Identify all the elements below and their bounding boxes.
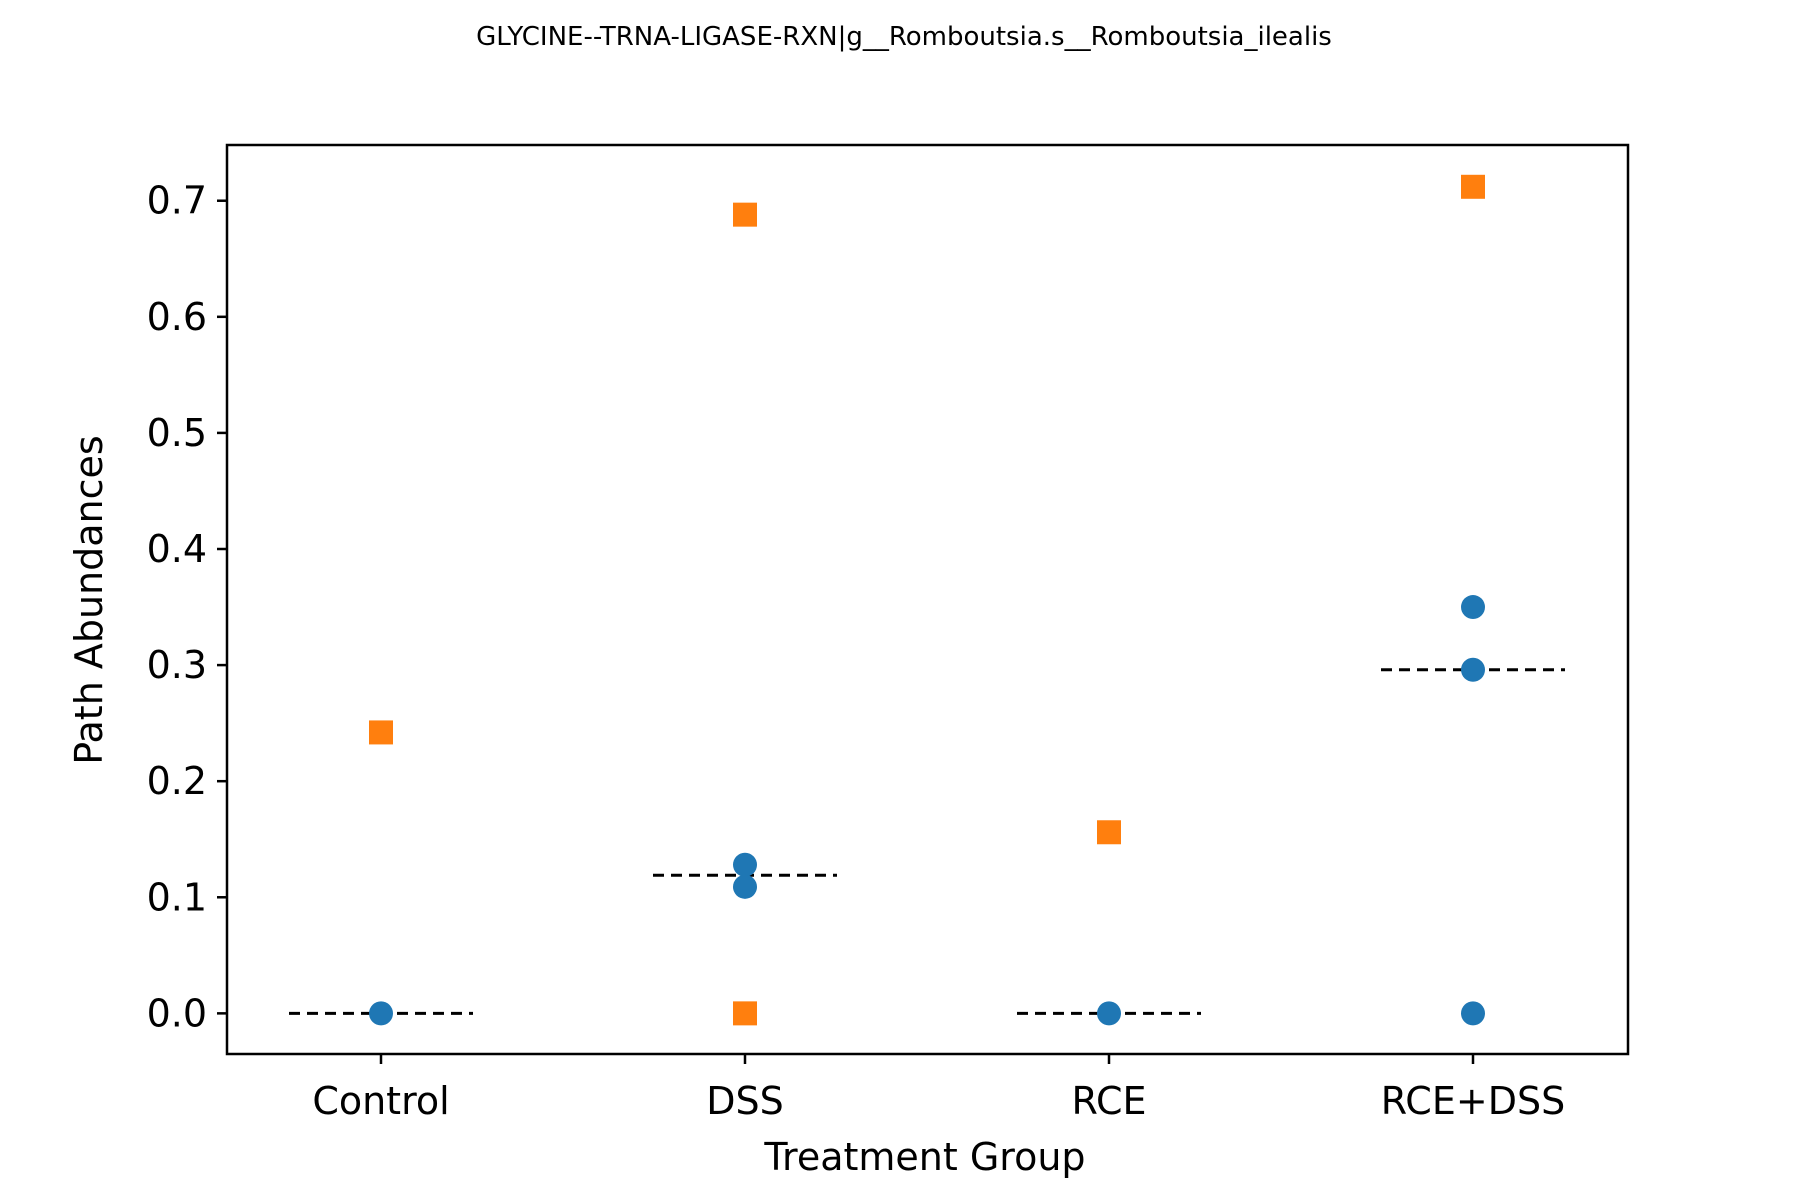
data-point-square [369, 720, 393, 745]
plot-area: 0.0 0.1 0.2 0.3 0.4 0.5 0.6 0.7 Control DSS RCE RCE… [147, 143, 1630, 1123]
data-point-circle [1097, 1001, 1121, 1026]
data-point-square [1461, 174, 1485, 199]
y-tick-label: 0.3 [147, 643, 207, 687]
y-tick-label: 0.2 [147, 759, 207, 803]
data-point-circle [733, 852, 757, 877]
data-point-square [1097, 820, 1121, 845]
y-tick-label: 0.1 [147, 875, 207, 919]
data-point-circle [1461, 1001, 1485, 1026]
x-tick-label: Control [312, 1079, 449, 1123]
y-axis-label: Path Abundances [67, 435, 111, 764]
y-tick-label: 0.6 [147, 295, 207, 339]
data-point-circle [369, 1001, 393, 1026]
data-point-circle [1461, 657, 1485, 682]
x-tick-label: DSS [706, 1079, 784, 1123]
data-point-circle [1461, 595, 1485, 620]
plot-frame [225, 143, 1630, 1056]
data-point-square [733, 1001, 757, 1026]
y-tick-label: 0.0 [147, 991, 207, 1035]
y-tick-label: 0.7 [147, 179, 207, 223]
data-point-circle [733, 874, 757, 899]
x-tick-label: RCE+DSS [1381, 1079, 1565, 1123]
chart-title: GLYCINE--TRNA-LIGASE-RXN|g__Romboutsia.s… [476, 22, 1332, 52]
data-point-square [733, 202, 757, 227]
y-tick-label: 0.5 [147, 411, 207, 455]
x-axis-label: Treatment Group [763, 1135, 1085, 1179]
x-tick-label: RCE [1071, 1079, 1146, 1123]
y-tick-label: 0.4 [147, 527, 207, 571]
